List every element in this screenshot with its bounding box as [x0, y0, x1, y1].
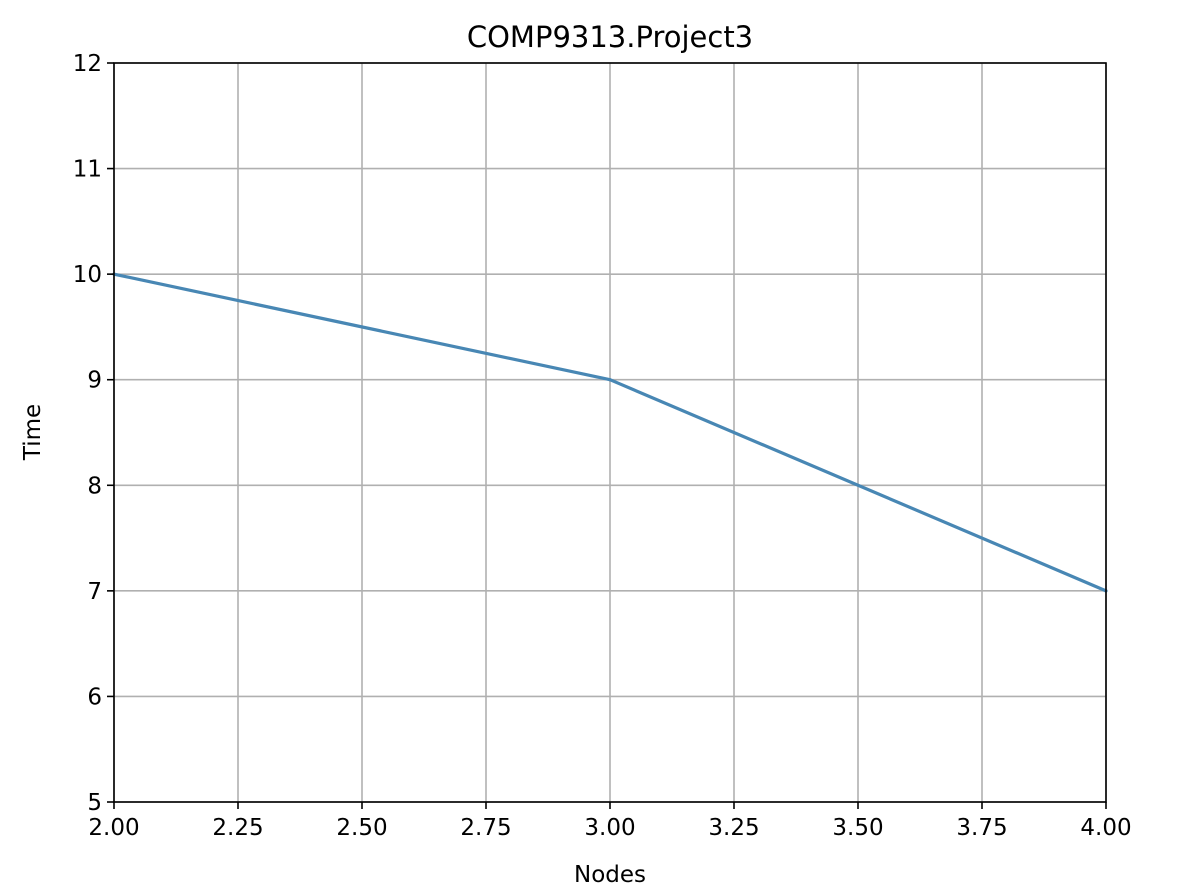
y-tick-label: 7 — [87, 579, 102, 605]
x-tick-label: 3.25 — [708, 815, 759, 841]
x-tick-label: 3.50 — [832, 815, 883, 841]
y-tick-label: 5 — [87, 790, 102, 816]
y-tick-label: 10 — [73, 262, 102, 288]
y-tick-label: 6 — [87, 684, 102, 710]
y-tick-label: 9 — [87, 368, 102, 394]
x-tick-label: 3.00 — [584, 815, 635, 841]
x-tick-label: 2.75 — [460, 815, 511, 841]
y-axis-ticks: 5 6 7 8 9 10 11 12 — [73, 51, 114, 816]
y-tick-label: 12 — [73, 51, 102, 77]
x-tick-label: 3.75 — [956, 815, 1007, 841]
x-tick-label: 4.00 — [1080, 815, 1131, 841]
x-tick-label: 2.50 — [336, 815, 387, 841]
y-tick-label: 8 — [87, 473, 102, 499]
data-point — [608, 378, 612, 382]
x-tick-label: 2.00 — [88, 815, 139, 841]
chart-title: COMP9313.Project3 — [467, 20, 753, 54]
x-axis-ticks: 2.00 2.25 2.50 2.75 3.00 3.25 3.50 3.75 4.00 — [88, 802, 1132, 841]
y-axis-label: Time — [20, 404, 46, 461]
y-tick-label: 11 — [73, 157, 102, 183]
x-tick-label: 2.25 — [212, 815, 263, 841]
x-axis-label: Nodes — [574, 862, 646, 888]
